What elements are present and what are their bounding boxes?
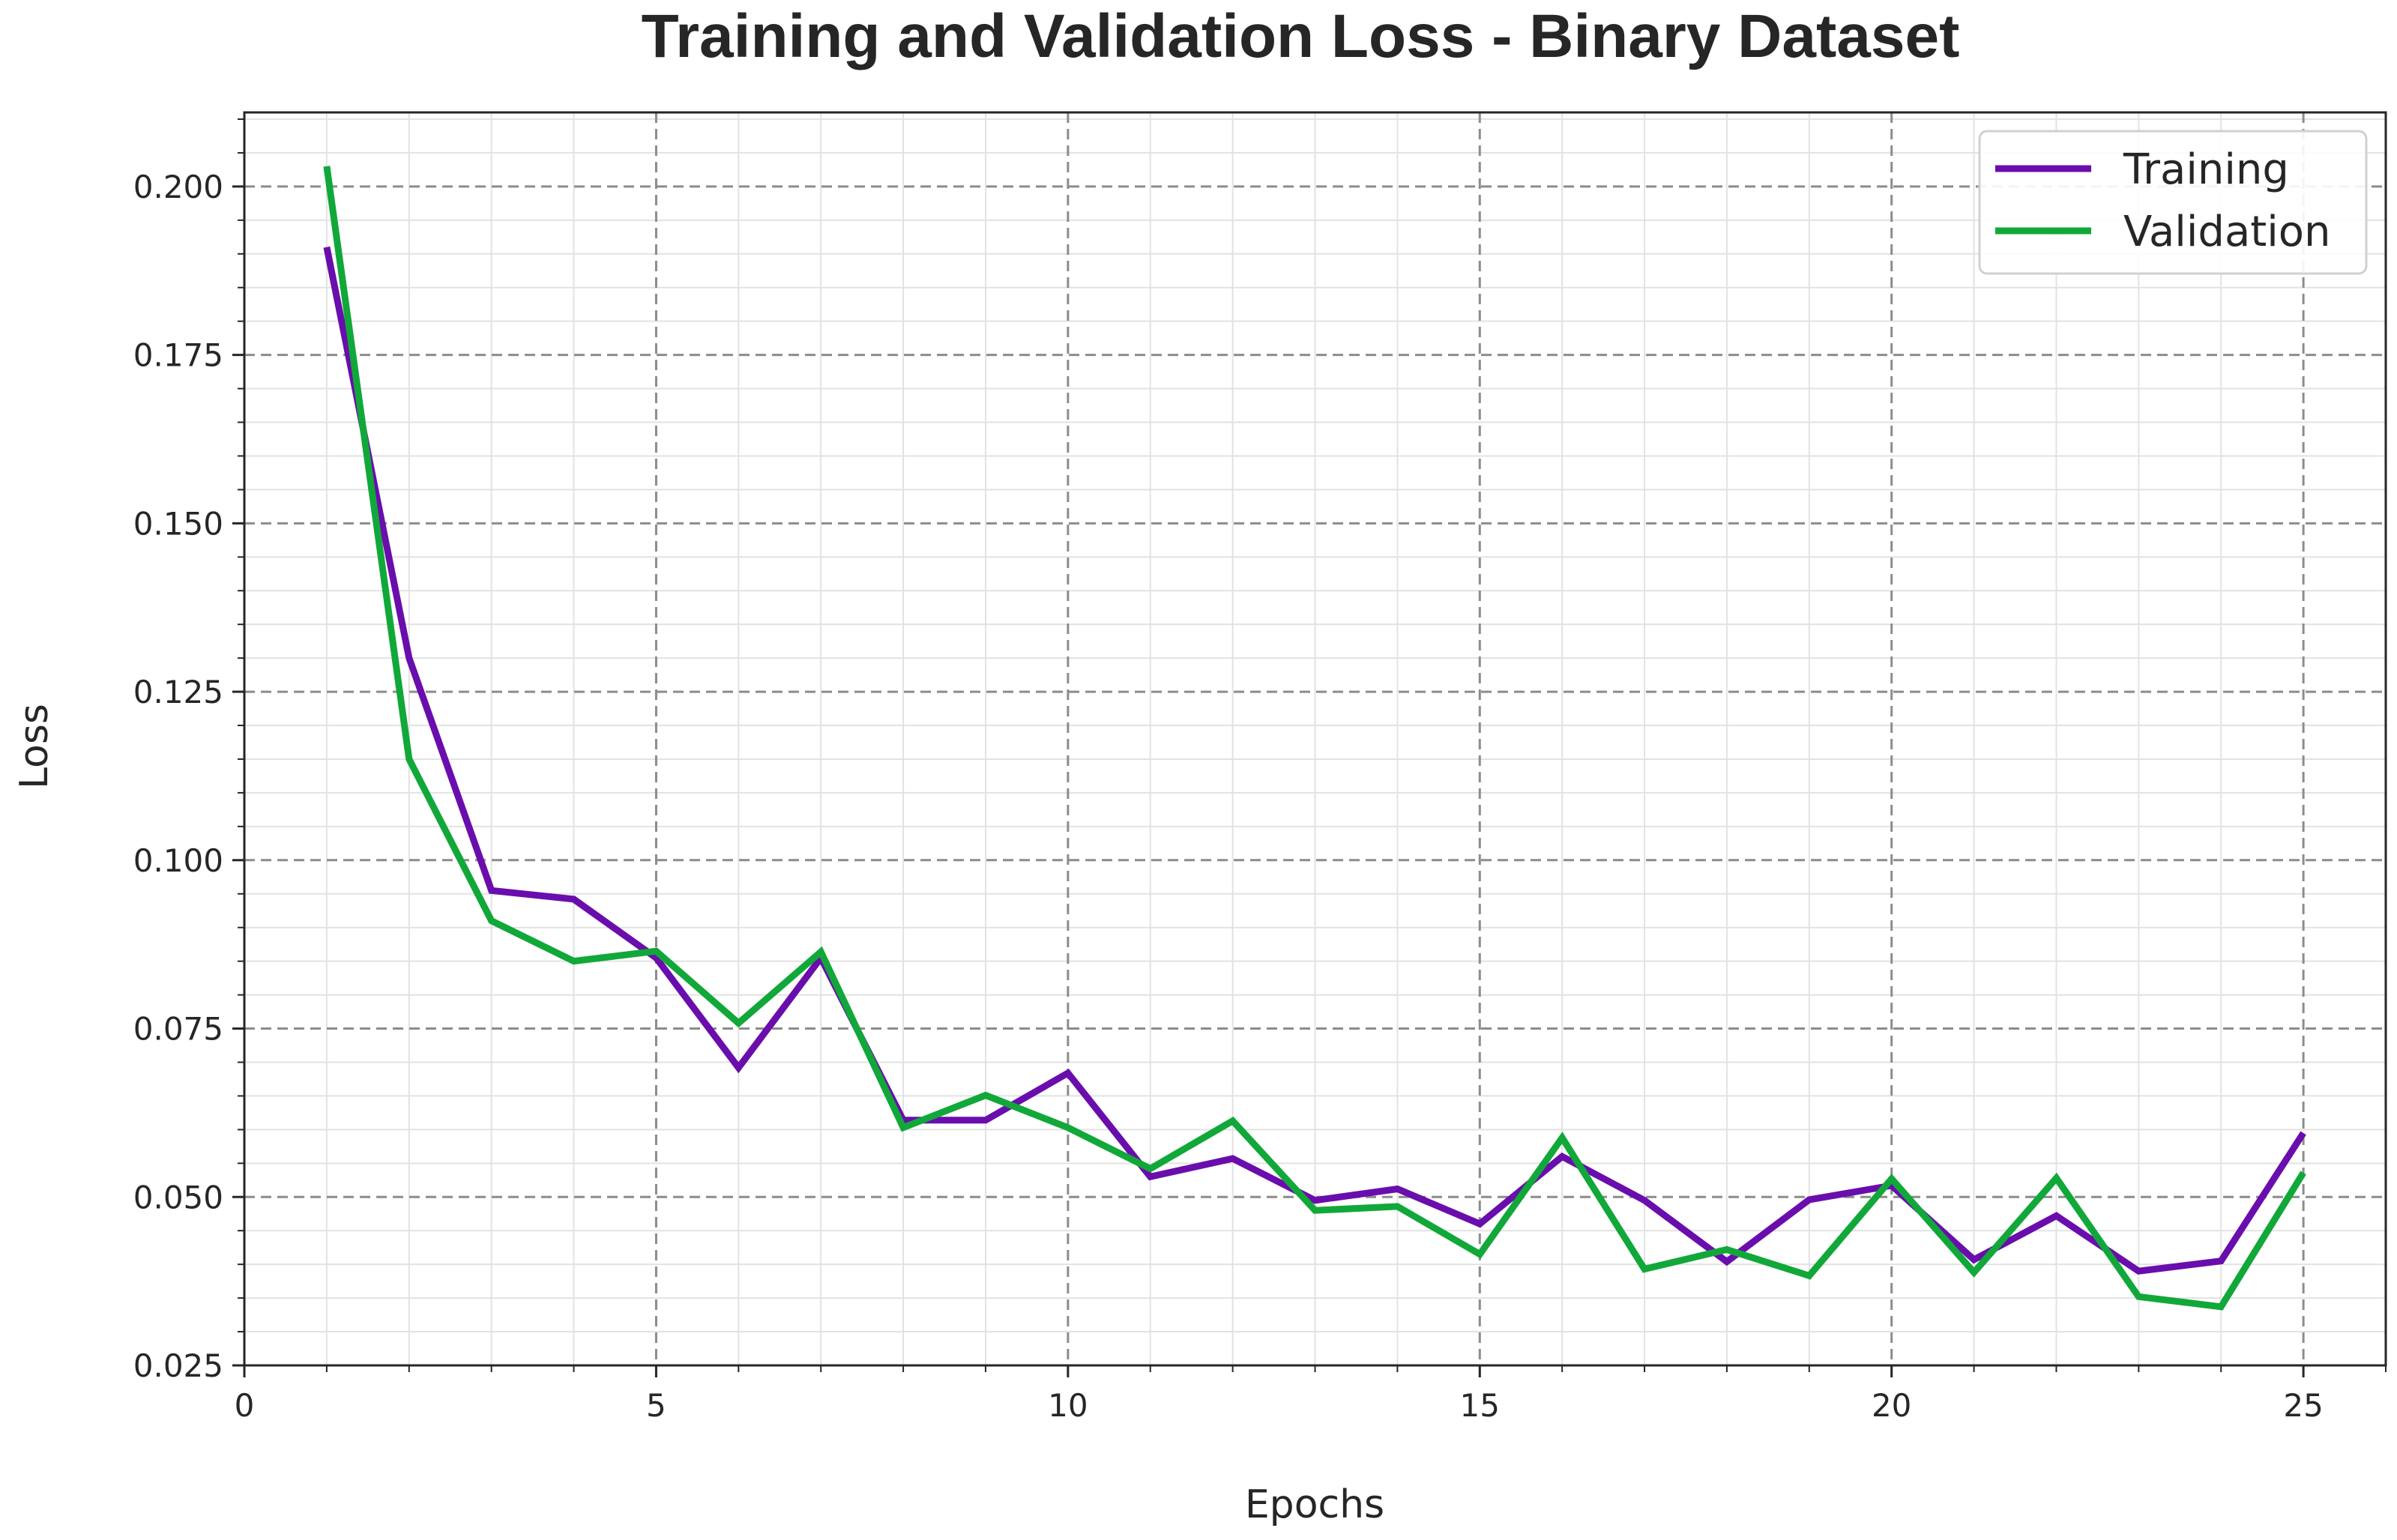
x-tick-label: 0 [235, 1387, 255, 1424]
y-tick-label: 0.125 [133, 674, 223, 710]
series-lines [323, 166, 2306, 1311]
series-line-training [323, 246, 2306, 1275]
x-tick-label: 15 [1460, 1387, 1500, 1424]
legend: Training Validation [1978, 130, 2368, 275]
x-tick-label: 20 [1872, 1387, 1911, 1424]
x-tick-label: 5 [646, 1387, 666, 1424]
legend-label-training: Training [2123, 145, 2289, 194]
y-tick-label: 0.200 [133, 169, 223, 205]
y-tick-label: 0.075 [133, 1011, 223, 1048]
x-tick-label: 10 [1048, 1387, 1088, 1424]
y-axis: 0.025 0.050 0.075 0.100 0.125 0.150 0.175 0.200 [133, 118, 244, 1384]
minor-grid [244, 112, 2387, 1365]
y-tick-label: 0.175 [133, 337, 223, 374]
y-tick-label: 0.100 [133, 842, 223, 879]
x-axis: 0 5 10 15 20 25 [235, 1365, 2387, 1424]
x-tick-label: 25 [2283, 1387, 2323, 1424]
legend-label-validation: Validation [2123, 208, 2331, 256]
series-line-validation [323, 166, 2306, 1311]
y-tick-label: 0.050 [133, 1179, 223, 1216]
chart-title: Training and Validation Loss - Binary Da… [642, 2, 1960, 70]
y-tick-label: 0.025 [133, 1347, 223, 1384]
y-tick-label: 0.150 [133, 505, 223, 542]
x-axis-label: Epochs [1245, 1482, 1384, 1527]
y-axis-label: Loss [12, 704, 57, 789]
